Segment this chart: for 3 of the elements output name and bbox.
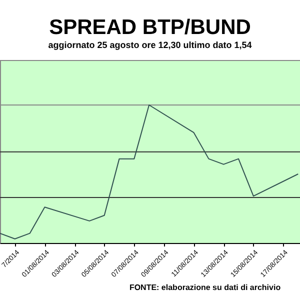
chart-subtitle: aggiornato 25 agosto ore 12,30 ultimo dato 1,54 bbox=[48, 40, 252, 50]
chart-title: SPREAD BTP/BUND bbox=[49, 16, 251, 39]
source-note: FONTE: elaborazione su dati di archivio bbox=[129, 283, 281, 292]
